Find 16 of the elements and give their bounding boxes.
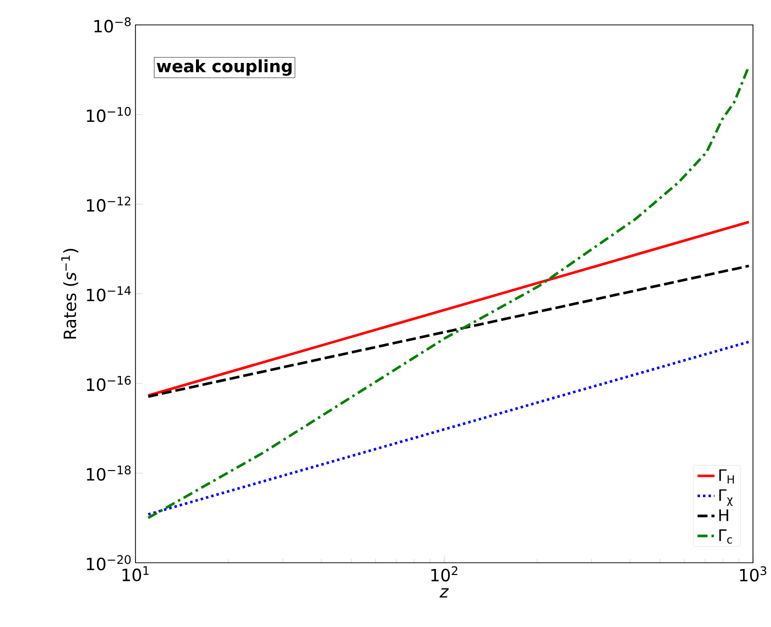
y-tick-label: 10$^{−8}$: [94, 17, 131, 32]
x-tick-label: 10$^{1}$: [122, 566, 149, 582]
legend-label: Γ$_{H}$: [719, 469, 734, 484]
x-axis-title: z: [440, 588, 449, 598]
y-tick-label: 10$^{−10}$: [86, 106, 131, 122]
y-tick-label: 10$^{−18}$: [86, 465, 131, 480]
y-tick-label: 10$^{−14}$: [86, 286, 131, 302]
legend-label: Γ$_{χ}$: [719, 489, 733, 506]
x-tick-label: 10$^{3}$: [740, 566, 766, 582]
y-tick-label: 10$^{−12}$: [86, 196, 130, 212]
y-tick-label: 10$^{−16}$: [86, 376, 131, 391]
y-axis-title: Rates (s$^{−1}$): [61, 248, 78, 338]
x-tick-label: 10$^{2}$: [431, 566, 458, 582]
legend-label: Γ$_{c}$: [719, 529, 732, 544]
annotation: weak coupling: [156, 59, 292, 76]
legend-label: H: [719, 509, 728, 521]
